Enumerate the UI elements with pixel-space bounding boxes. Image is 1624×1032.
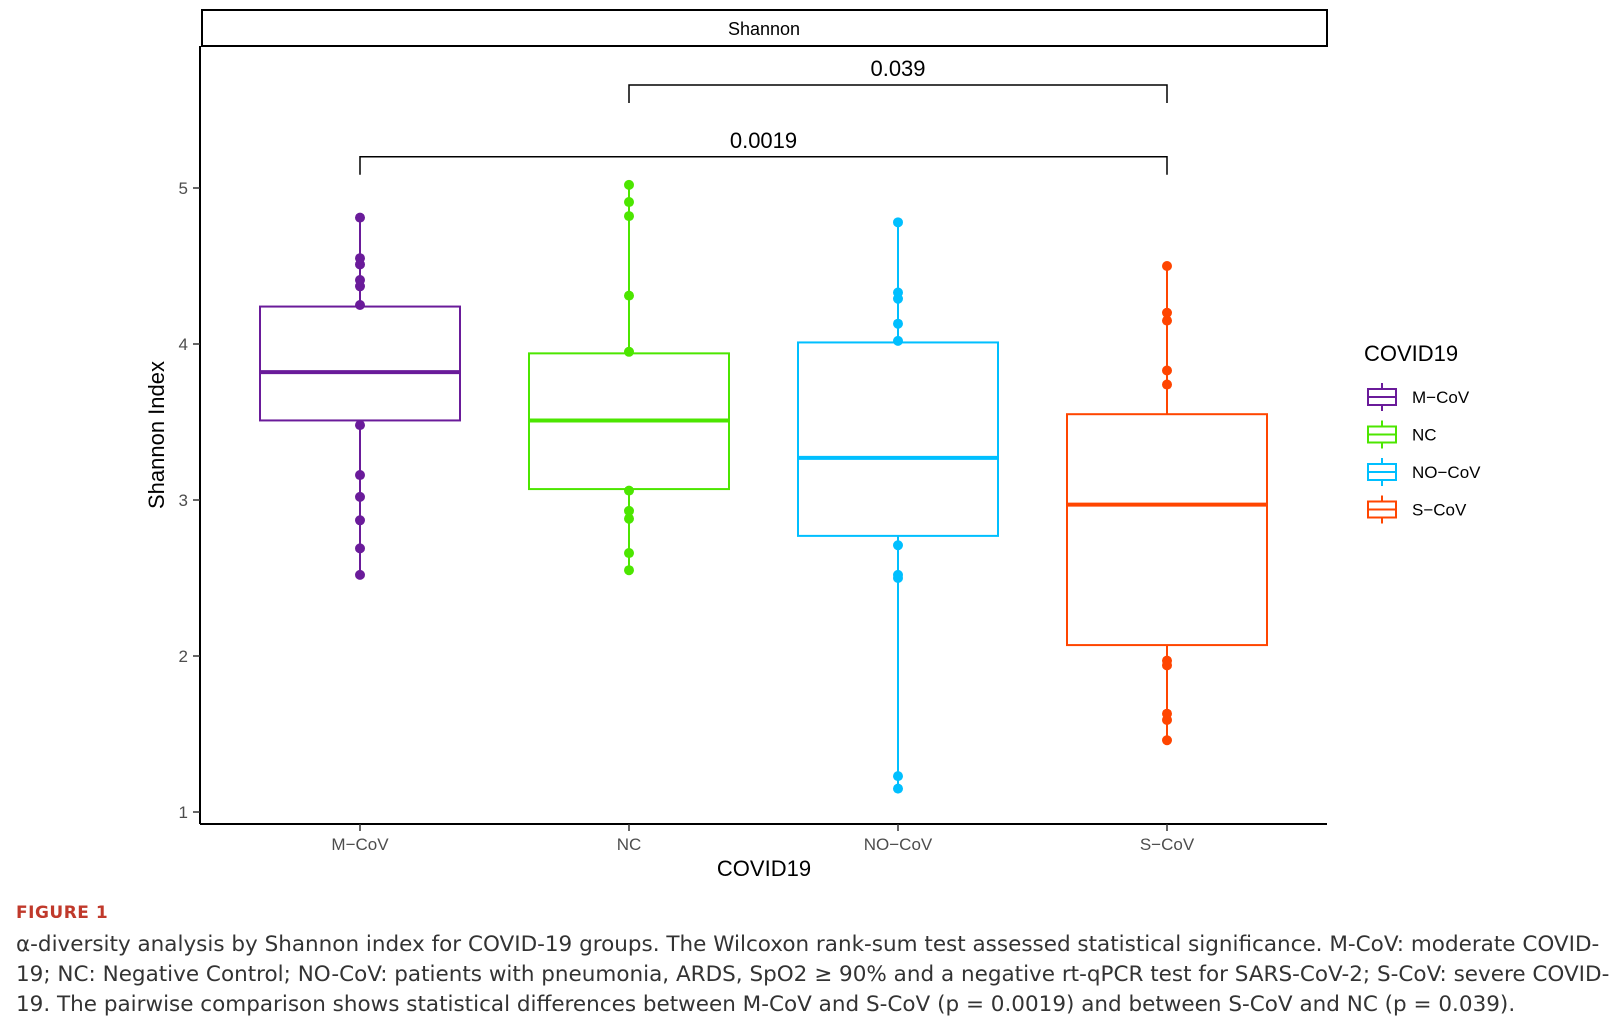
legend-label: M−CoV	[1412, 388, 1470, 407]
legend-item: M−CoV	[1367, 383, 1470, 411]
data-point	[1162, 365, 1172, 376]
data-point	[893, 771, 903, 782]
legend-item: S−CoV	[1367, 495, 1467, 524]
shannon-boxplot-chart: Shannon 1 2 3 4 5 M−CoV NC NO−CoV S−CoV 0.039 0.…	[144, 9, 1481, 881]
data-point	[893, 335, 903, 346]
data-point	[355, 300, 365, 310]
x-tick-label: NO−CoV	[864, 835, 933, 854]
data-point	[355, 491, 365, 502]
data-point	[624, 197, 634, 208]
legend-item: NO−CoV	[1367, 458, 1481, 486]
data-point	[1162, 307, 1172, 318]
data-point	[624, 548, 634, 559]
data-point	[624, 565, 634, 576]
box-group	[259, 212, 461, 580]
y-tick-label: 2	[179, 647, 188, 666]
data-point	[1162, 261, 1172, 271]
data-point	[355, 569, 365, 580]
data-point	[355, 543, 365, 554]
legend-item: NC	[1367, 420, 1437, 449]
bracket-line	[628, 84, 1168, 104]
legend-label: S−CoV	[1412, 501, 1467, 520]
data-point	[355, 212, 365, 223]
p-value-label: 0.039	[870, 56, 925, 81]
y-tick-label: 5	[179, 179, 188, 198]
x-tick-label: M−CoV	[331, 835, 389, 854]
data-point	[893, 287, 903, 298]
data-point	[893, 569, 903, 580]
data-point	[1162, 708, 1172, 719]
figure-caption: α-diversity analysis by Shannon index fo…	[16, 932, 1610, 1017]
data-point	[1162, 655, 1172, 666]
data-point	[355, 275, 365, 286]
p-value-label: 0.0019	[730, 128, 797, 153]
data-point	[624, 513, 634, 524]
y-tick-label: 4	[179, 335, 188, 354]
x-axis-title: COVID19	[717, 856, 811, 881]
data-point	[624, 346, 634, 357]
data-point	[1162, 735, 1172, 746]
box-group	[1066, 261, 1268, 746]
figure-label: FIGURE 1	[16, 903, 109, 923]
data-point	[355, 253, 365, 264]
box-group	[528, 179, 730, 576]
data-point	[893, 540, 903, 551]
data-point	[355, 515, 365, 526]
data-point	[893, 783, 903, 794]
data-point	[355, 470, 365, 481]
box-iqr	[259, 305, 461, 422]
x-tick-label: S−CoV	[1140, 835, 1195, 854]
data-point	[893, 217, 903, 228]
x-tick-label: NC	[617, 835, 642, 854]
significance-bracket: 0.0019	[359, 128, 1168, 175]
data-point	[355, 420, 365, 431]
y-tick-label: 1	[179, 803, 188, 822]
bracket-line	[359, 156, 1168, 175]
data-point	[1162, 379, 1172, 390]
facet-title: Shannon	[728, 19, 800, 39]
data-point	[624, 485, 634, 496]
data-point	[624, 179, 634, 190]
data-point	[624, 211, 634, 222]
legend-label: NO−CoV	[1412, 463, 1481, 482]
data-point	[1162, 315, 1172, 326]
box-iqr	[1066, 413, 1268, 647]
box-iqr	[797, 341, 999, 537]
y-tick-label: 3	[179, 491, 188, 510]
legend-label: NC	[1412, 426, 1437, 445]
data-point	[624, 505, 634, 516]
legend-title: COVID19	[1364, 341, 1458, 366]
box-group	[797, 217, 999, 794]
significance-bracket: 0.039	[628, 56, 1168, 104]
facet-strip	[201, 9, 1328, 47]
y-axis-title: Shannon Index	[144, 361, 169, 509]
data-point	[893, 318, 903, 329]
data-point	[624, 290, 634, 301]
